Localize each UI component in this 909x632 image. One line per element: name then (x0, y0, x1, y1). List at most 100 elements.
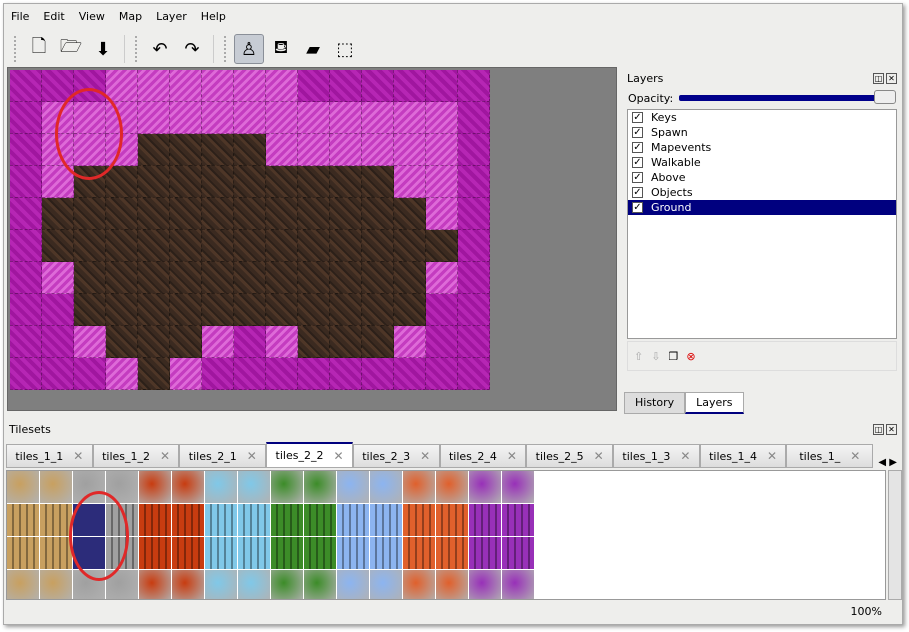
tileset-tab[interactable]: tiles_1_1 ✕ (6, 444, 93, 468)
map-tile[interactable] (298, 102, 330, 134)
map-tile[interactable] (426, 326, 458, 358)
map-tile[interactable] (10, 70, 42, 102)
map-tile[interactable] (10, 102, 42, 134)
tileset-tile[interactable] (172, 471, 205, 504)
map-tile[interactable] (234, 358, 266, 390)
map-tile[interactable] (298, 262, 330, 294)
close-tab-icon[interactable]: ✕ (850, 449, 861, 463)
close-tab-icon[interactable]: ✕ (680, 449, 691, 463)
map-tile[interactable] (138, 262, 170, 294)
map-tile[interactable] (394, 102, 426, 134)
tileset-tile[interactable] (7, 537, 40, 570)
map-tile[interactable] (266, 358, 298, 390)
menu-view[interactable]: View (78, 10, 105, 23)
duplicate-layer-icon[interactable]: ❐ (668, 349, 679, 363)
map-tile[interactable] (330, 262, 362, 294)
tileset-tile[interactable] (304, 471, 337, 504)
map-tile[interactable] (202, 166, 234, 198)
lower-layer-icon[interactable]: ⇩ (651, 349, 661, 363)
tileset-tile[interactable] (238, 504, 271, 537)
map-tile[interactable] (362, 294, 394, 326)
map-tile[interactable] (42, 262, 74, 294)
layer-item[interactable]: ✓ Spawn (628, 125, 896, 140)
tileset-tile[interactable] (40, 504, 73, 537)
map-tile[interactable] (170, 326, 202, 358)
map-tile[interactable] (74, 358, 106, 390)
map-tile[interactable] (426, 134, 458, 166)
visibility-checkbox[interactable]: ✓ (632, 202, 643, 213)
map-tile[interactable] (330, 134, 362, 166)
map-tile[interactable] (170, 230, 202, 262)
map-tile[interactable] (394, 166, 426, 198)
map-tile[interactable] (330, 230, 362, 262)
map-tile[interactable] (394, 230, 426, 262)
map-tile[interactable] (362, 262, 394, 294)
undo-button[interactable]: ↶ (145, 34, 175, 64)
visibility-checkbox[interactable]: ✓ (632, 172, 643, 183)
map-tile[interactable] (394, 326, 426, 358)
map-tile[interactable] (458, 166, 490, 198)
map-tile[interactable] (10, 166, 42, 198)
map-tile[interactable] (458, 102, 490, 134)
map-tile[interactable] (138, 102, 170, 134)
map-tile[interactable] (394, 198, 426, 230)
map-tile[interactable] (458, 262, 490, 294)
map-tile[interactable] (394, 70, 426, 102)
map-tile[interactable] (74, 198, 106, 230)
tileset-tile[interactable] (469, 537, 502, 570)
map-tile[interactable] (266, 70, 298, 102)
tileset-tile[interactable] (370, 570, 403, 599)
map-tile[interactable] (458, 198, 490, 230)
tileset-tab[interactable]: tiles_2_1 ✕ (179, 444, 267, 468)
map-tile[interactable] (106, 230, 138, 262)
tileset-tile[interactable] (271, 504, 304, 537)
map-tile[interactable] (170, 358, 202, 390)
tileset-tile[interactable] (304, 570, 337, 599)
tileset-tile[interactable] (7, 471, 40, 504)
map-tile[interactable] (234, 230, 266, 262)
map-tile[interactable] (234, 198, 266, 230)
tileset-tab[interactable]: tiles_2_3 ✕ (352, 444, 440, 468)
map-tile[interactable] (170, 134, 202, 166)
map-tile[interactable] (298, 70, 330, 102)
close-tab-icon[interactable]: ✕ (333, 448, 344, 463)
save-button[interactable]: ⬇ (88, 34, 118, 64)
map-tile[interactable] (138, 166, 170, 198)
menu-map[interactable]: Map (118, 10, 143, 23)
tileset-tile[interactable] (271, 537, 304, 570)
map-tile[interactable] (234, 102, 266, 134)
map-tile[interactable] (298, 134, 330, 166)
tileset-tile[interactable] (403, 537, 436, 570)
map-tile[interactable] (426, 262, 458, 294)
map-tile[interactable] (106, 326, 138, 358)
map-tile[interactable] (202, 358, 234, 390)
map-tile[interactable] (42, 326, 74, 358)
map-tile[interactable] (458, 230, 490, 262)
map-tile[interactable] (362, 70, 394, 102)
redo-button[interactable]: ↷ (177, 34, 207, 64)
tileset-tile[interactable] (7, 504, 40, 537)
close-tab-icon[interactable]: ✕ (246, 449, 257, 463)
map-canvas[interactable] (10, 70, 490, 390)
tileset-tile[interactable] (337, 570, 370, 599)
tileset-tile[interactable] (304, 504, 337, 537)
map-tile[interactable] (458, 326, 490, 358)
map-tile[interactable] (170, 166, 202, 198)
tileset-tile[interactable] (205, 504, 238, 537)
map-tile[interactable] (138, 70, 170, 102)
tileset-tile[interactable] (436, 537, 469, 570)
tileset-tile[interactable] (7, 570, 40, 599)
new-button[interactable]: 🗋 (24, 34, 54, 64)
tileset-tile[interactable] (370, 504, 403, 537)
map-tile[interactable] (170, 198, 202, 230)
tab-history[interactable]: History (624, 392, 686, 414)
tileset-tile[interactable] (370, 537, 403, 570)
tileset-tile[interactable] (238, 471, 271, 504)
map-tile[interactable] (298, 166, 330, 198)
map-tile[interactable] (394, 294, 426, 326)
map-tile[interactable] (266, 230, 298, 262)
map-tile[interactable] (426, 294, 458, 326)
raise-layer-icon[interactable]: ⇧ (634, 349, 644, 363)
map-tile[interactable] (170, 262, 202, 294)
map-tile[interactable] (138, 230, 170, 262)
